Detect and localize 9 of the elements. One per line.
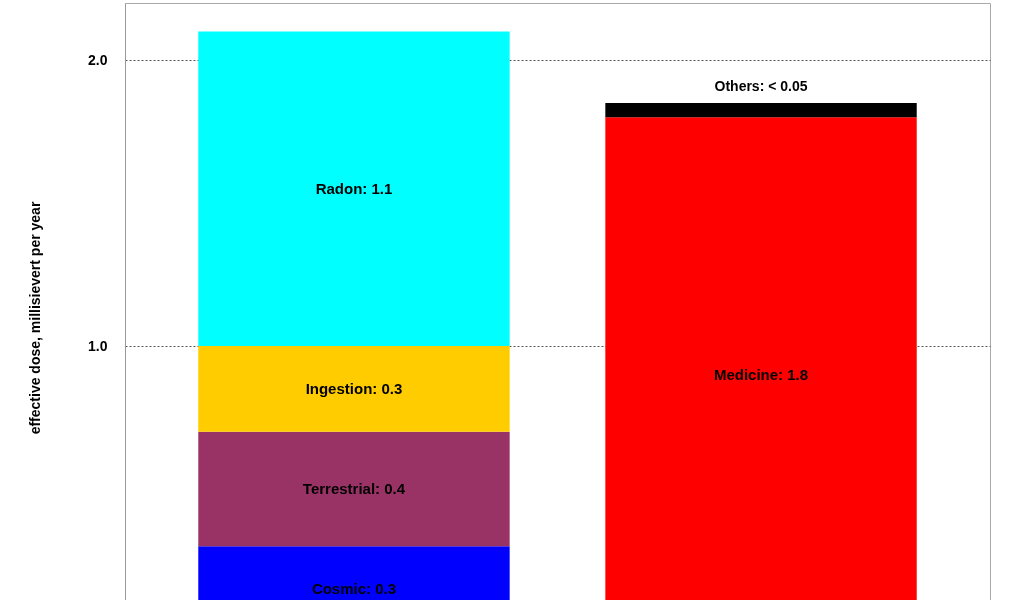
data-label: Others: < 0.05	[714, 78, 808, 95]
data-label: Ingestion: 0.3	[305, 379, 403, 397]
data-label: Cosmic: 0.3	[311, 580, 397, 598]
y-tick-label: 2.0	[88, 51, 108, 68]
y-axis-title: effective dose, millisievert per year	[27, 201, 44, 435]
data-label: Radon: 1.1	[315, 179, 393, 197]
data-label: Terrestrial: 0.4	[302, 480, 406, 498]
data-label: Medicine: 1.8	[713, 365, 809, 383]
y-tick-label: 1.0	[88, 337, 108, 354]
